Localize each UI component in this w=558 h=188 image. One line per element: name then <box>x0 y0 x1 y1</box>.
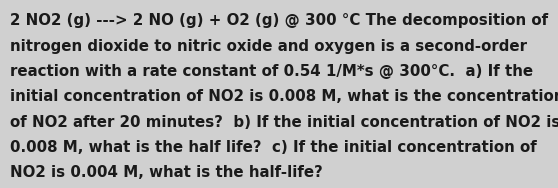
Text: 0.008 M, what is the half life?  c) If the initial concentration of: 0.008 M, what is the half life? c) If th… <box>10 140 537 155</box>
Text: NO2 is 0.004 M, what is the half-life?: NO2 is 0.004 M, what is the half-life? <box>10 165 323 180</box>
Text: nitrogen dioxide to nitric oxide and oxygen is a second-order: nitrogen dioxide to nitric oxide and oxy… <box>10 39 527 54</box>
Text: 2 NO2 (g) ---> 2 NO (g) + O2 (g) @ 300 °C The decomposition of: 2 NO2 (g) ---> 2 NO (g) + O2 (g) @ 300 °… <box>10 13 548 28</box>
Text: initial concentration of NO2 is 0.008 M, what is the concentration: initial concentration of NO2 is 0.008 M,… <box>10 89 558 104</box>
Text: of NO2 after 20 minutes?  b) If the initial concentration of NO2 is: of NO2 after 20 minutes? b) If the initi… <box>10 115 558 130</box>
Text: reaction with a rate constant of 0.54 1/M*s @ 300°C.  a) If the: reaction with a rate constant of 0.54 1/… <box>10 64 533 79</box>
